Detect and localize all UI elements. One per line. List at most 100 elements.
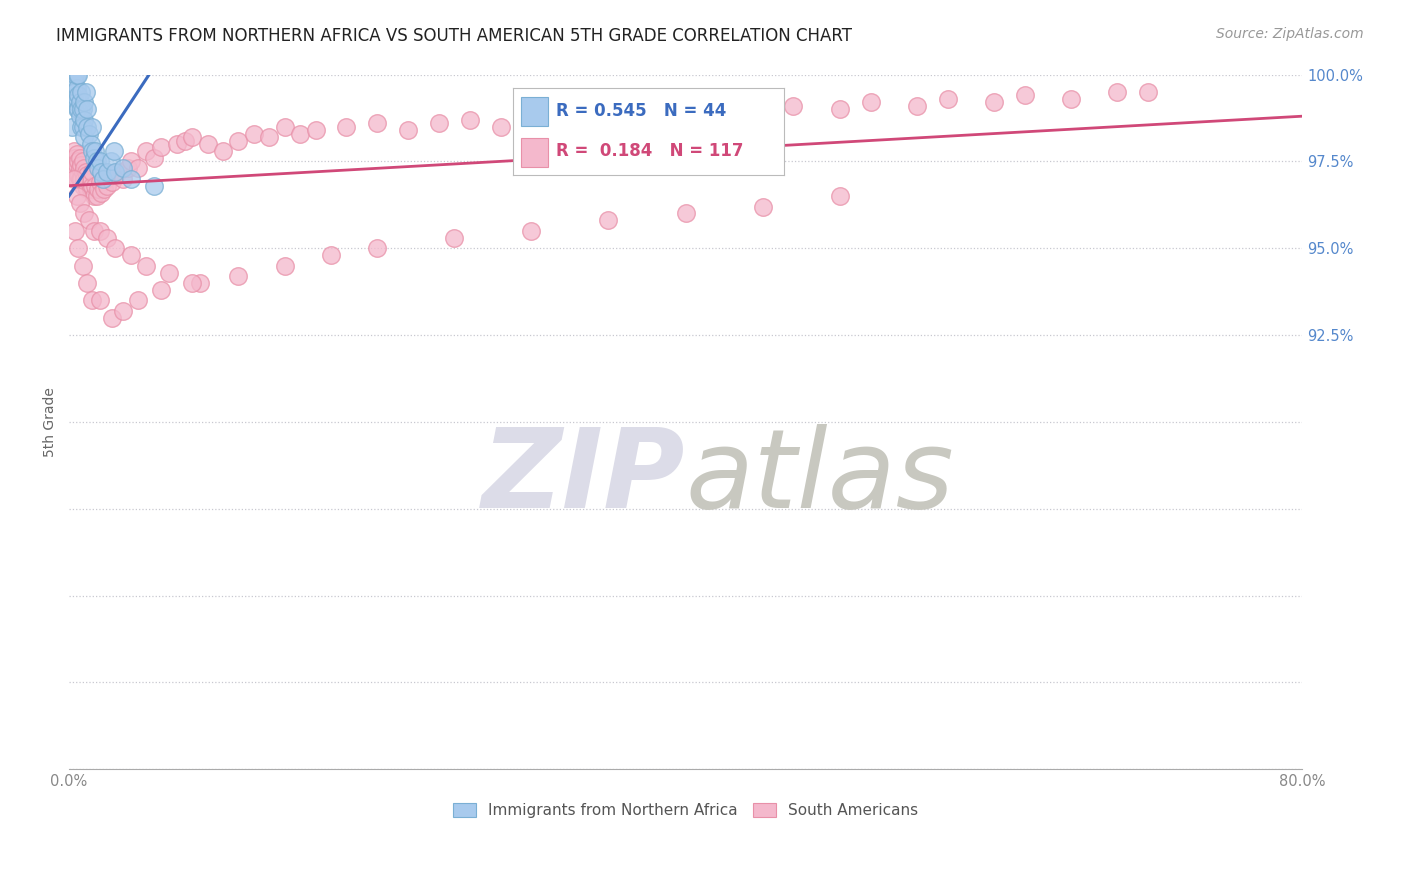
Point xyxy=(62,144,84,158)
Point xyxy=(89,154,111,169)
Point xyxy=(520,112,543,127)
Point xyxy=(111,161,134,176)
Point xyxy=(79,171,101,186)
Point xyxy=(80,178,103,193)
Point xyxy=(181,276,204,290)
Point xyxy=(70,158,93,172)
Point xyxy=(98,168,121,182)
Point xyxy=(76,102,98,116)
Point xyxy=(443,231,465,245)
Point xyxy=(751,105,773,120)
Point xyxy=(274,259,297,273)
Point xyxy=(142,178,165,193)
Point xyxy=(70,102,93,116)
Point xyxy=(83,224,105,238)
Point xyxy=(96,165,118,179)
Point xyxy=(66,92,89,106)
Point xyxy=(70,171,93,186)
Point xyxy=(77,213,100,227)
Point xyxy=(675,206,697,220)
Point xyxy=(96,178,118,193)
Point xyxy=(66,68,89,82)
Point xyxy=(62,154,84,169)
Point xyxy=(135,144,157,158)
Point xyxy=(520,224,543,238)
Point xyxy=(73,130,96,145)
Point xyxy=(859,95,882,110)
Point xyxy=(489,120,512,134)
Point xyxy=(62,74,84,88)
Point xyxy=(983,95,1005,110)
Text: ZIP: ZIP xyxy=(482,424,686,531)
Point xyxy=(69,95,91,110)
Point xyxy=(93,182,115,196)
Point xyxy=(73,95,96,110)
Point xyxy=(366,116,388,130)
Text: atlas: atlas xyxy=(686,424,955,531)
Point xyxy=(69,109,91,123)
Point xyxy=(259,130,281,145)
Point xyxy=(188,276,211,290)
Point xyxy=(72,165,94,179)
Point xyxy=(86,189,108,203)
Point xyxy=(135,259,157,273)
Point xyxy=(166,136,188,151)
Point xyxy=(84,144,107,158)
Point xyxy=(1107,85,1129,99)
Point xyxy=(73,206,96,220)
Legend: Immigrants from Northern Africa, South Americans: Immigrants from Northern Africa, South A… xyxy=(447,797,924,824)
Point xyxy=(70,85,93,99)
Point xyxy=(120,171,142,186)
Point xyxy=(644,105,666,120)
Point xyxy=(91,171,114,186)
Point xyxy=(427,116,450,130)
Point xyxy=(90,165,112,179)
Point xyxy=(243,127,266,141)
Point xyxy=(73,161,96,176)
Point xyxy=(104,168,127,182)
Point xyxy=(80,144,103,158)
Point xyxy=(675,109,697,123)
Point xyxy=(366,241,388,255)
Point xyxy=(117,161,139,176)
Point xyxy=(197,136,219,151)
Point xyxy=(79,136,101,151)
Point xyxy=(396,123,419,137)
Point xyxy=(63,151,86,165)
Point xyxy=(157,266,180,280)
Point xyxy=(72,102,94,116)
Point xyxy=(67,88,90,103)
Point xyxy=(111,303,134,318)
Point xyxy=(86,154,108,169)
Point xyxy=(72,178,94,193)
Point xyxy=(72,154,94,169)
Point xyxy=(63,85,86,99)
Point xyxy=(150,283,173,297)
Point xyxy=(101,175,124,189)
Point xyxy=(80,120,103,134)
Point xyxy=(288,127,311,141)
Point xyxy=(60,161,83,176)
Point xyxy=(63,165,86,179)
Point xyxy=(62,85,84,99)
Point xyxy=(212,144,235,158)
Point xyxy=(80,293,103,308)
Point xyxy=(91,171,114,186)
Point xyxy=(79,182,101,196)
Point xyxy=(70,120,93,134)
Point xyxy=(274,120,297,134)
Text: IMMIGRANTS FROM NORTHERN AFRICA VS SOUTH AMERICAN 5TH GRADE CORRELATION CHART: IMMIGRANTS FROM NORTHERN AFRICA VS SOUTH… xyxy=(56,27,852,45)
Point xyxy=(107,165,129,179)
Point xyxy=(69,151,91,165)
Point xyxy=(120,248,142,262)
Point xyxy=(75,165,97,179)
Point xyxy=(1014,88,1036,103)
Point xyxy=(828,189,851,203)
Point xyxy=(80,165,103,179)
Point xyxy=(84,178,107,193)
Point xyxy=(335,120,357,134)
Point xyxy=(60,120,83,134)
Point xyxy=(66,171,89,186)
Point xyxy=(67,68,90,82)
Point xyxy=(551,109,574,123)
